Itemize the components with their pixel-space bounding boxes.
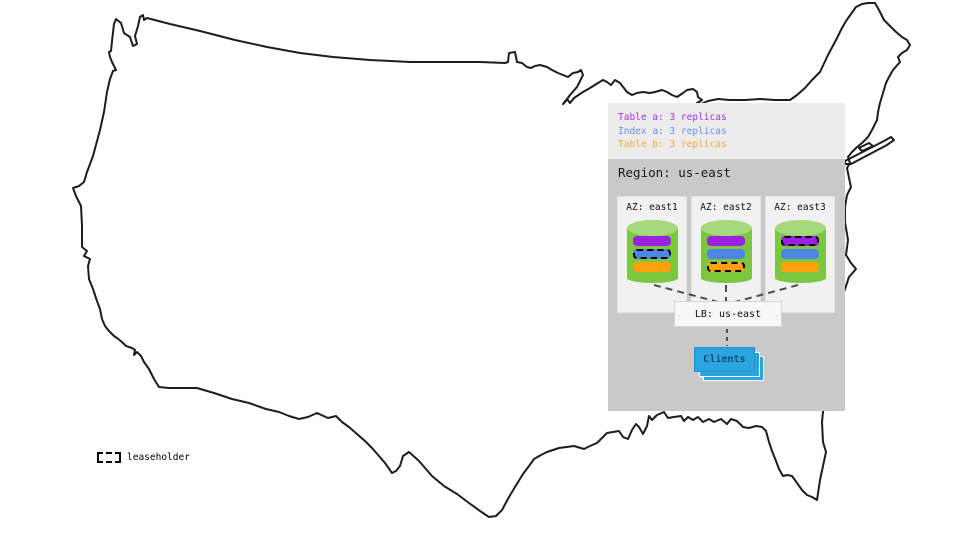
legend-item-table-a: Table a: 3 replicas xyxy=(618,112,727,123)
replica-bar-table-a xyxy=(707,236,745,246)
leaseholder-key: leaseholder xyxy=(97,452,190,463)
replica-bar-table-b xyxy=(781,262,819,272)
replica-legend: Table a: 3 replicas Index a: 3 replicas … xyxy=(608,103,845,159)
long-island-outline xyxy=(844,136,895,165)
legend-item-index-a: Index a: 3 replicas xyxy=(618,125,727,137)
az-box-east1: AZ: east1 xyxy=(617,196,687,313)
us-outline xyxy=(72,2,911,518)
az-box-east2: AZ: east2 xyxy=(691,196,761,313)
database-cylinder-icon xyxy=(626,220,678,283)
region-label: Region: us-east xyxy=(618,165,731,180)
replica-bar-index-a xyxy=(707,249,745,259)
leaseholder-key-label: leaseholder xyxy=(127,452,190,463)
replica-bar-table-a xyxy=(633,236,671,246)
replica-bar-index-a-leaseholder xyxy=(633,249,671,259)
replica-bars xyxy=(627,236,678,272)
replica-bars xyxy=(701,236,752,272)
cylinder-top xyxy=(774,220,826,236)
az-box-east3: AZ: east3 xyxy=(765,196,835,313)
cylinder-top xyxy=(700,220,752,236)
replica-bar-table-b xyxy=(633,262,671,272)
clients-stack: Clients xyxy=(694,347,764,381)
replica-bar-table-b-leaseholder xyxy=(707,262,745,272)
az-label: AZ: east2 xyxy=(700,202,752,213)
database-cylinder-icon xyxy=(700,220,752,283)
replica-bar-index-a xyxy=(781,249,819,259)
clients-box: Clients xyxy=(694,347,755,372)
load-balancer-box: LB: us-east xyxy=(674,301,782,327)
az-label: AZ: east1 xyxy=(626,202,678,213)
az-label: AZ: east3 xyxy=(774,202,826,213)
legend-item-table-b: Table b: 3 replicas xyxy=(618,139,727,150)
replica-bars xyxy=(775,236,826,272)
cylinder-top xyxy=(626,220,678,236)
region-panel: Table a: 3 replicas Index a: 3 replicas … xyxy=(608,103,845,411)
replica-bar-table-a-leaseholder xyxy=(781,236,819,246)
leaseholder-dashed-box-icon xyxy=(97,452,121,463)
az-row: AZ: east1 AZ: east2 AZ: east3 xyxy=(617,196,837,313)
database-cylinder-icon xyxy=(774,220,826,283)
